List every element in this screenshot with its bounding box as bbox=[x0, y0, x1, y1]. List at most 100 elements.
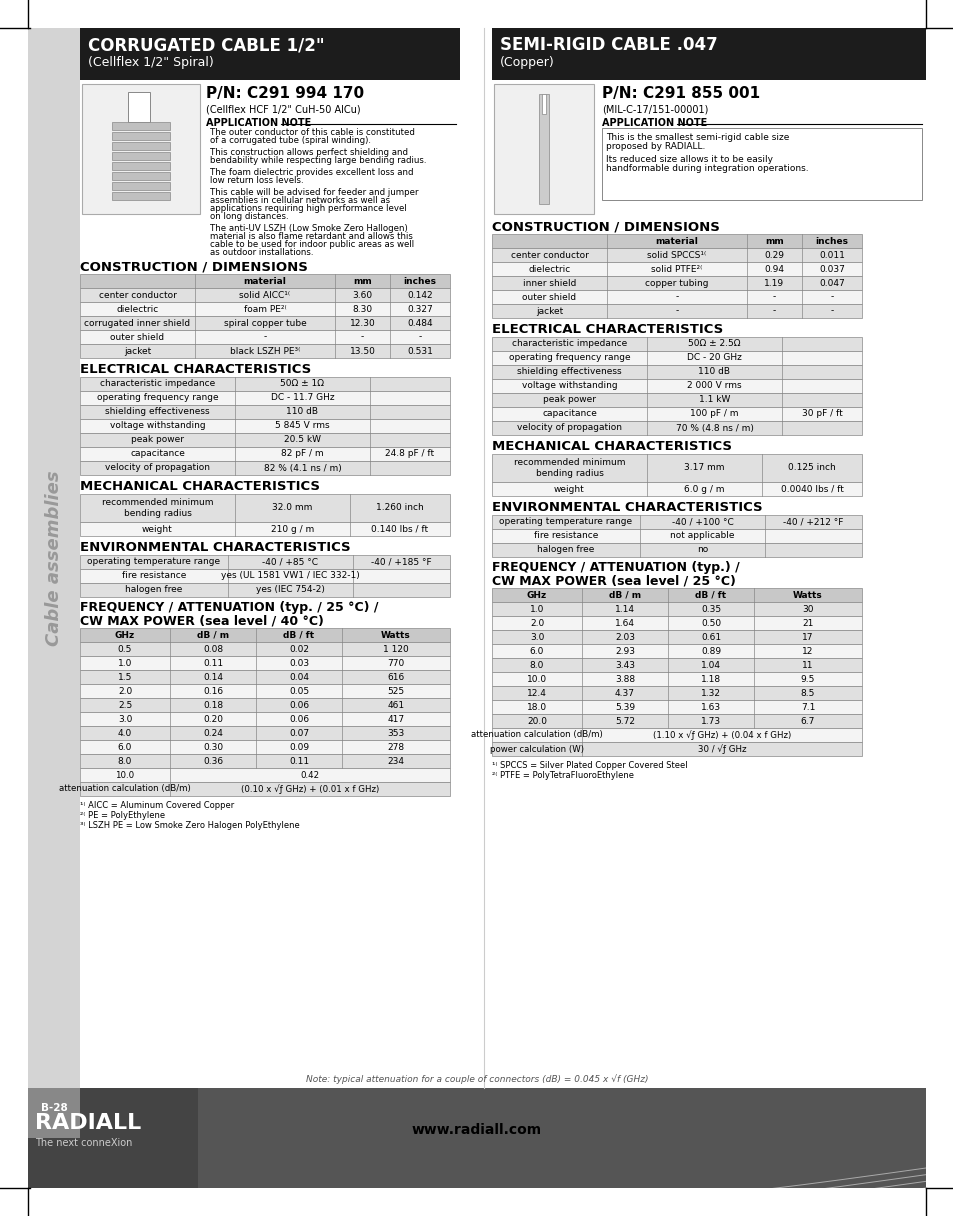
Text: 0.05: 0.05 bbox=[289, 687, 309, 696]
Bar bbox=[80, 769, 450, 782]
Text: weight: weight bbox=[554, 484, 584, 494]
Text: GHz: GHz bbox=[114, 631, 135, 640]
Text: recommended minimum
bending radius: recommended minimum bending radius bbox=[514, 458, 624, 478]
Text: FREQUENCY / ATTENUATION (typ.) /: FREQUENCY / ATTENUATION (typ.) / bbox=[492, 561, 739, 574]
Bar bbox=[80, 683, 450, 698]
Text: material: material bbox=[243, 276, 286, 286]
Polygon shape bbox=[112, 152, 170, 161]
Bar bbox=[492, 289, 862, 304]
Text: ELECTRICAL CHARACTERISTICS: ELECTRICAL CHARACTERISTICS bbox=[80, 364, 311, 376]
Text: 0.50: 0.50 bbox=[700, 619, 720, 627]
Text: B-28: B-28 bbox=[41, 1103, 68, 1113]
Bar bbox=[80, 554, 450, 569]
Text: 82 % (4.1 ns / m): 82 % (4.1 ns / m) bbox=[263, 463, 341, 473]
Bar bbox=[492, 686, 862, 700]
Text: 1.1 kW: 1.1 kW bbox=[699, 395, 729, 405]
Text: 1.14: 1.14 bbox=[615, 604, 635, 614]
Bar bbox=[492, 248, 862, 261]
Text: voltage withstanding: voltage withstanding bbox=[110, 422, 205, 430]
Text: 0.03: 0.03 bbox=[289, 659, 309, 668]
Text: 50Ω ± 1Ω: 50Ω ± 1Ω bbox=[280, 379, 324, 388]
Text: capacitance: capacitance bbox=[130, 450, 185, 458]
Polygon shape bbox=[112, 162, 170, 170]
Bar bbox=[80, 782, 450, 796]
Text: 0.07: 0.07 bbox=[289, 728, 309, 737]
Polygon shape bbox=[112, 122, 170, 130]
Bar bbox=[492, 714, 862, 728]
Text: 110 dB: 110 dB bbox=[698, 367, 730, 377]
Polygon shape bbox=[112, 142, 170, 150]
Bar bbox=[492, 379, 862, 393]
Bar bbox=[492, 617, 862, 630]
Text: 5 845 V rms: 5 845 V rms bbox=[274, 422, 330, 430]
Text: bendability while respecting large bending radius.: bendability while respecting large bendi… bbox=[210, 156, 426, 165]
Bar bbox=[492, 742, 862, 756]
Bar bbox=[492, 393, 862, 407]
Text: Note: typical attenuation for a couple of connectors (dB) = 0.045 x √f (GHz): Note: typical attenuation for a couple o… bbox=[305, 1074, 648, 1083]
Text: 0.11: 0.11 bbox=[289, 756, 309, 766]
Bar bbox=[494, 84, 594, 214]
Bar bbox=[80, 670, 450, 683]
Text: solid AlCC¹⁽: solid AlCC¹⁽ bbox=[239, 291, 291, 299]
Text: 1.0: 1.0 bbox=[117, 659, 132, 668]
Text: MECHANICAL CHARACTERISTICS: MECHANICAL CHARACTERISTICS bbox=[80, 480, 319, 492]
Bar bbox=[80, 754, 450, 769]
Text: 12.4: 12.4 bbox=[526, 688, 546, 698]
Bar bbox=[492, 544, 862, 557]
Text: 100 pF / m: 100 pF / m bbox=[690, 410, 738, 418]
Text: MECHANICAL CHARACTERISTICS: MECHANICAL CHARACTERISTICS bbox=[492, 440, 731, 454]
Text: 0.18: 0.18 bbox=[203, 700, 223, 709]
Text: as outdoor installations.: as outdoor installations. bbox=[210, 248, 314, 257]
Text: 0.06: 0.06 bbox=[289, 700, 309, 709]
Text: dielectric: dielectric bbox=[116, 304, 158, 314]
Bar bbox=[28, 1088, 80, 1138]
Bar bbox=[492, 365, 862, 379]
Text: 3.88: 3.88 bbox=[615, 675, 635, 683]
Text: (Cellflex HCF 1/2" CuH-50 AlCu): (Cellflex HCF 1/2" CuH-50 AlCu) bbox=[206, 105, 360, 114]
Bar bbox=[80, 344, 450, 358]
Text: solid SPCCS¹⁽: solid SPCCS¹⁽ bbox=[647, 250, 706, 259]
Text: 3.0: 3.0 bbox=[117, 715, 132, 724]
Text: 1.260 inch: 1.260 inch bbox=[375, 503, 423, 512]
Text: GHz: GHz bbox=[526, 591, 546, 599]
Text: no: no bbox=[696, 546, 707, 554]
Text: 10.0: 10.0 bbox=[115, 771, 134, 779]
Text: 0.531: 0.531 bbox=[407, 347, 433, 355]
Bar bbox=[80, 405, 450, 420]
Text: -: - bbox=[263, 332, 266, 342]
Bar bbox=[492, 261, 862, 276]
Text: 0.125 inch: 0.125 inch bbox=[787, 463, 835, 473]
Text: This cable will be advised for feeder and jumper: This cable will be advised for feeder an… bbox=[210, 188, 418, 197]
Text: 234: 234 bbox=[387, 756, 404, 766]
Bar bbox=[80, 726, 450, 741]
Text: 3.0: 3.0 bbox=[529, 632, 543, 642]
Text: 0.08: 0.08 bbox=[203, 644, 223, 653]
Text: 12: 12 bbox=[801, 647, 813, 655]
Bar bbox=[80, 698, 450, 713]
Text: spiral copper tube: spiral copper tube bbox=[223, 319, 306, 327]
Text: 2 000 V rms: 2 000 V rms bbox=[686, 382, 741, 390]
Text: capacitance: capacitance bbox=[541, 410, 597, 418]
Text: FREQUENCY / ATTENUATION (typ. / 25 °C) /: FREQUENCY / ATTENUATION (typ. / 25 °C) / bbox=[80, 601, 378, 614]
Bar bbox=[80, 655, 450, 670]
Bar bbox=[80, 642, 450, 655]
Text: mm: mm bbox=[353, 276, 372, 286]
Text: material: material bbox=[655, 236, 698, 246]
Text: dB / m: dB / m bbox=[196, 631, 229, 640]
Text: -: - bbox=[829, 293, 833, 302]
Text: yes (UL 1581 VW1 / IEC 332-1): yes (UL 1581 VW1 / IEC 332-1) bbox=[221, 572, 359, 580]
Text: assemblies in cellular networks as well as: assemblies in cellular networks as well … bbox=[210, 196, 390, 206]
Text: CW MAX POWER (sea level / 25 °C): CW MAX POWER (sea level / 25 °C) bbox=[492, 574, 735, 587]
Text: 353: 353 bbox=[387, 728, 404, 737]
Text: 0.0040 lbs / ft: 0.0040 lbs / ft bbox=[780, 484, 842, 494]
Text: ¹⁽ AICC = Aluminum Covered Copper: ¹⁽ AICC = Aluminum Covered Copper bbox=[80, 801, 234, 810]
Bar bbox=[601, 128, 921, 199]
Text: (Copper): (Copper) bbox=[499, 56, 554, 69]
Text: 0.24: 0.24 bbox=[203, 728, 223, 737]
Text: RADIALL: RADIALL bbox=[35, 1113, 141, 1133]
Text: ³⁽ LSZH PE = Low Smoke Zero Halogen PolyEthylene: ³⁽ LSZH PE = Low Smoke Zero Halogen Poly… bbox=[80, 821, 299, 831]
Text: 0.011: 0.011 bbox=[819, 250, 844, 259]
Bar bbox=[492, 630, 862, 644]
Text: 4.0: 4.0 bbox=[118, 728, 132, 737]
Text: The foam dielectric provides excellent loss and: The foam dielectric provides excellent l… bbox=[210, 168, 413, 178]
